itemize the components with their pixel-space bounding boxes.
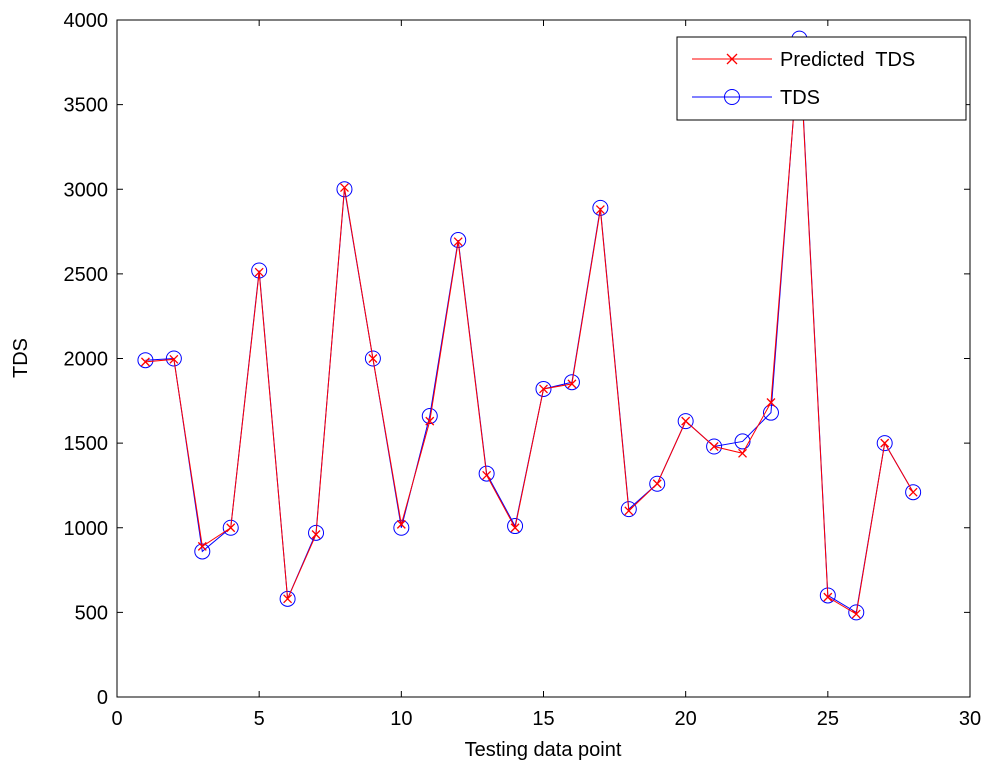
x-tick-label: 10 <box>390 708 412 730</box>
predicted-tds-point <box>169 354 179 364</box>
predicted-tds-point <box>368 354 378 363</box>
tds-point <box>421 408 438 425</box>
x-tick-label: 25 <box>817 708 839 730</box>
y-tick-label: 1500 <box>64 433 109 455</box>
tds-point <box>592 199 609 216</box>
y-tick-label: 0 <box>97 687 108 709</box>
tds-point <box>876 435 893 452</box>
legend: Predicted TDS TDS <box>676 36 967 121</box>
tds-point <box>677 413 694 430</box>
predicted-tds-point <box>283 594 293 604</box>
predicted-tds-point <box>340 183 349 193</box>
predicted-tds-point <box>595 205 605 215</box>
predicted-tds-point <box>681 416 691 426</box>
predicted-tds-point <box>908 487 918 497</box>
tds-point <box>706 438 723 455</box>
predicted-tds-point <box>482 470 492 480</box>
y-tick-label: 2500 <box>64 264 109 286</box>
legend-marker-predicted <box>726 53 738 65</box>
tds-point <box>251 262 268 279</box>
y-axis-title: TDS <box>10 338 32 378</box>
x-tick-label: 0 <box>111 708 122 730</box>
plot-area <box>116 19 971 698</box>
predicted-tds-point <box>766 398 776 407</box>
y-tick-label: 4000 <box>64 10 109 32</box>
x-tick-label: 20 <box>675 708 697 730</box>
legend-label-tds: TDS <box>780 87 820 109</box>
predicted-tds-point <box>425 416 435 426</box>
tds-point <box>620 501 637 518</box>
predicted-tds-point <box>880 438 890 448</box>
tds-point <box>734 433 751 450</box>
predicted-tds-point <box>567 379 577 389</box>
tds-point <box>478 465 495 482</box>
legend-marker-tds <box>724 89 740 105</box>
x-axis: 0 5 10 15 20 25 30 <box>111 20 981 730</box>
x-tick-label: 15 <box>532 708 554 730</box>
tds-point <box>336 181 353 198</box>
tds-point <box>762 404 779 421</box>
predicted-tds-point <box>254 267 264 277</box>
tds-point <box>393 519 410 536</box>
y-tick-label: 3500 <box>64 95 109 117</box>
tds-point <box>563 374 580 391</box>
tds-point <box>222 519 239 536</box>
tds-point <box>905 484 922 501</box>
predicted-tds-point <box>539 384 548 394</box>
predicted-tds-point <box>453 237 463 247</box>
legend-label-predicted: Predicted TDS <box>780 49 915 71</box>
x-tick-label: 30 <box>959 708 981 730</box>
predicted-tds-point <box>140 357 150 367</box>
predicted-tds-point <box>510 523 520 533</box>
predicted-tds-point <box>823 592 833 602</box>
tds-point <box>848 604 865 621</box>
tds-point <box>364 350 381 367</box>
tds-point <box>535 380 552 397</box>
tds-point <box>450 232 467 249</box>
predicted-tds-point <box>709 442 719 451</box>
series-line-predicted-tds <box>145 41 914 615</box>
predicted-tds-point <box>738 448 747 458</box>
predicted-tds-point <box>226 523 236 533</box>
predicted-tds-point <box>624 506 634 516</box>
predicted-tds-point <box>396 519 406 529</box>
predicted-tds-point <box>851 609 861 619</box>
y-axis: 0 500 1000 1500 2000 2500 3000 3500 4000 <box>64 10 970 709</box>
tds-point <box>308 524 325 541</box>
legend-box <box>676 36 967 121</box>
tds-point <box>279 590 296 607</box>
y-tick-label: 2000 <box>64 349 109 371</box>
x-tick-label: 5 <box>254 708 265 730</box>
tds-point <box>649 475 666 492</box>
predicted-tds-point <box>311 530 321 539</box>
y-tick-label: 3000 <box>64 179 109 201</box>
tds-point <box>507 518 524 535</box>
y-tick-label: 1000 <box>64 518 109 540</box>
x-axis-title: Testing data point <box>465 739 622 761</box>
predicted-tds-point <box>197 541 207 551</box>
y-tick-label: 500 <box>75 602 108 624</box>
tds-point <box>165 350 182 367</box>
predicted-tds-point <box>652 479 662 489</box>
tds-point <box>137 352 154 369</box>
series-layer <box>137 30 922 621</box>
